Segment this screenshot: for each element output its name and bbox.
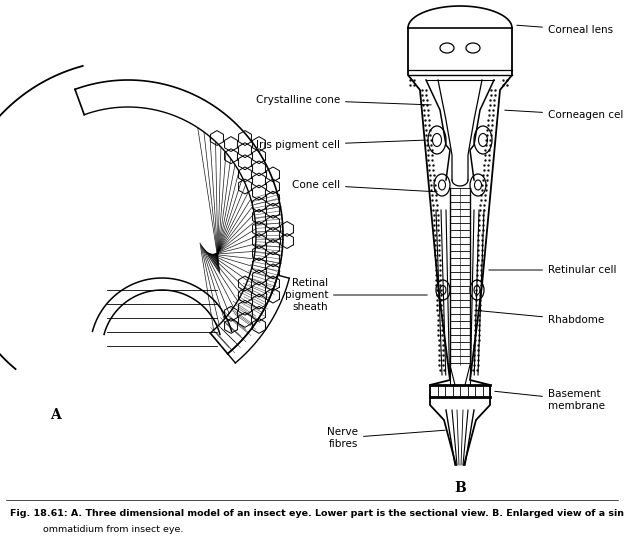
Text: Nerve
fibres: Nerve fibres	[327, 427, 446, 449]
Text: Basement
membrane: Basement membrane	[495, 389, 605, 411]
Text: Corneal lens: Corneal lens	[517, 25, 613, 35]
Text: Rhabdome: Rhabdome	[475, 310, 604, 325]
Text: Fig. 18.61: A. Three dimensional model of an insect eye. Lower part is the secti: Fig. 18.61: A. Three dimensional model o…	[10, 510, 624, 518]
Text: ommatidium from insect eye.: ommatidium from insect eye.	[10, 526, 183, 535]
Text: Iris pigment cell: Iris pigment cell	[256, 140, 425, 150]
Text: Retinal
pigment
sheath: Retinal pigment sheath	[285, 279, 427, 312]
Text: Corneagen cell: Corneagen cell	[505, 110, 624, 120]
Text: Cone cell: Cone cell	[292, 180, 437, 192]
Text: Crystalline cone: Crystalline cone	[256, 95, 431, 105]
Text: A: A	[50, 408, 61, 422]
Text: Retinular cell: Retinular cell	[489, 265, 617, 275]
Text: B: B	[454, 481, 466, 495]
